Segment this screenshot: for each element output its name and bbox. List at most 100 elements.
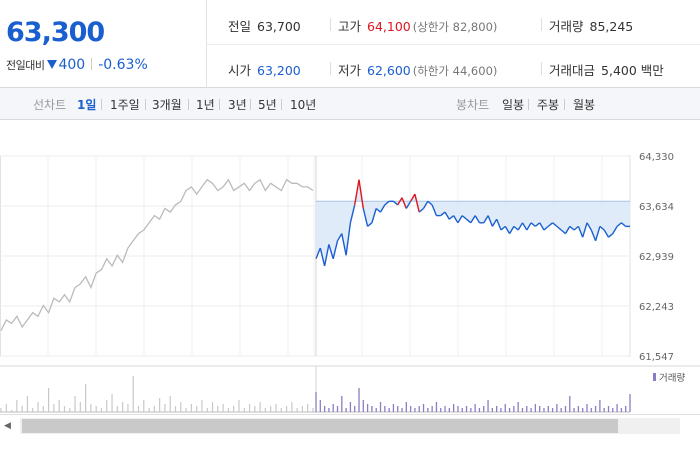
today-line-segment xyxy=(341,233,347,256)
chart-svg: 64,330 63,634 62,939 62,243 61,547 거래량 xyxy=(0,152,700,413)
today-line-segment xyxy=(345,222,352,256)
stat-label: 저가 xyxy=(338,63,362,78)
today-line-segment xyxy=(466,218,472,224)
today-line-segment xyxy=(534,222,541,227)
today-line-segment xyxy=(564,226,571,234)
today-line-segment xyxy=(496,218,502,231)
change-divider xyxy=(91,58,93,70)
stat-divider xyxy=(541,18,542,31)
period-1y-button[interactable]: 1년 xyxy=(196,98,215,112)
y-tick-label: 62,243 xyxy=(639,302,674,313)
today-line-segment xyxy=(422,200,429,209)
today-line-segment xyxy=(384,200,390,206)
today-line-segment xyxy=(594,226,601,242)
scrollbar-thumb[interactable] xyxy=(22,419,618,433)
today-line-segment xyxy=(379,204,386,213)
footer-space xyxy=(0,436,700,450)
stat-amount: 거래대금 5,400 백만 xyxy=(549,60,664,79)
today-line-segment xyxy=(573,225,579,231)
today-line-segment xyxy=(508,226,515,234)
volume-legend-label: 거래량 xyxy=(659,372,685,384)
toolbar-divider xyxy=(564,99,565,110)
today-line-segment xyxy=(457,215,463,224)
down-triangle-icon xyxy=(47,60,58,69)
candle-chart-label: 봉차트 xyxy=(456,98,490,112)
toolbar-divider xyxy=(145,99,146,110)
candle-monthly-button[interactable]: 월봉 xyxy=(573,98,596,112)
today-line-segment xyxy=(358,179,364,209)
arrow-left-icon[interactable]: ◀ xyxy=(4,421,11,431)
intraday-chart: 64,330 63,634 62,939 62,243 61,547 거래량 xyxy=(0,120,700,450)
today-line-segment xyxy=(543,225,549,231)
y-tick-label: 64,330 xyxy=(639,152,674,163)
stat-value: 5,400 백만 xyxy=(601,63,664,78)
today-line-segment xyxy=(354,179,360,206)
prev-day-line xyxy=(0,178,314,331)
stat-value: 62,600 xyxy=(367,63,411,78)
volume-legend-swatch xyxy=(653,373,656,381)
today-line-segment xyxy=(556,225,562,231)
candle-weekly-button[interactable]: 주봉 xyxy=(537,98,560,112)
stat-value: 63,700 xyxy=(257,19,301,34)
today-line-segment xyxy=(332,240,339,259)
period-3y-button[interactable]: 3년 xyxy=(228,98,247,112)
y-tick-label: 63,634 xyxy=(639,202,674,213)
today-line-segment xyxy=(319,247,326,267)
today-line-segment xyxy=(328,244,334,260)
change-percent: -0.63% xyxy=(98,57,148,73)
today-line-segment xyxy=(491,218,498,227)
toolbar-divider xyxy=(250,99,251,110)
toolbar-divider xyxy=(101,99,102,110)
period-1d-button[interactable]: 1일 xyxy=(77,98,97,112)
chart-scrollbar[interactable]: ◀ xyxy=(0,414,700,436)
today-line-segment xyxy=(590,229,597,242)
period-1w-button[interactable]: 1주일 xyxy=(110,98,140,112)
prev-close-band xyxy=(316,179,630,266)
today-line-segment xyxy=(392,200,399,206)
today-line-segment xyxy=(362,208,369,227)
today-line-segment xyxy=(315,247,321,260)
current-price: 63,300 xyxy=(6,17,105,48)
today-line-segment xyxy=(375,207,381,213)
quote-header: 63,300 전일대비 400 -0.63% 전일 63,700 고가 64,100 (상… xyxy=(0,0,700,88)
period-5y-button[interactable]: 5년 xyxy=(258,98,277,112)
stat-label: 고가 xyxy=(338,19,362,34)
today-line-segment xyxy=(371,208,377,224)
period-3m-button[interactable]: 3개월 xyxy=(152,98,182,112)
change-label: 전일대비 xyxy=(6,59,45,72)
today-line-segment xyxy=(539,222,545,231)
line-chart-label: 선차트 xyxy=(33,98,67,112)
today-line-segment xyxy=(586,222,592,231)
today-line-segment xyxy=(612,226,618,234)
toolbar-divider xyxy=(188,99,189,110)
today-line-segment xyxy=(414,193,420,213)
today-line-segment xyxy=(608,233,614,238)
today-line-segment xyxy=(427,200,433,206)
stat-label: 시가 xyxy=(228,63,252,78)
today-line-segment xyxy=(530,222,536,227)
stat-open: 시가 63,200 xyxy=(228,60,301,79)
today-line-segment xyxy=(521,222,528,231)
today-line-segment xyxy=(444,211,450,220)
candle-daily-button[interactable]: 일봉 xyxy=(502,98,525,112)
y-tick-label: 61,547 xyxy=(639,352,674,363)
today-line-segment xyxy=(517,222,524,231)
today-line-segment xyxy=(409,193,416,202)
today-line-segment xyxy=(474,215,481,224)
stat-divider xyxy=(330,62,331,75)
today-line-segment xyxy=(513,225,519,231)
today-line-segment xyxy=(418,207,424,213)
stat-divider xyxy=(541,62,542,75)
price-summary: 63,300 전일대비 400 -0.63% xyxy=(0,0,207,88)
stats-row-divider xyxy=(207,44,700,45)
today-line-segment xyxy=(483,215,489,224)
today-line-segment xyxy=(547,222,554,227)
toolbar-divider xyxy=(281,99,282,110)
today-line-segment xyxy=(526,222,532,231)
toolbar-divider xyxy=(528,99,529,110)
period-10y-button[interactable]: 10년 xyxy=(290,98,317,112)
today-line-segment xyxy=(582,222,588,238)
stat-volume: 거래량 85,245 xyxy=(549,16,633,35)
today-line-segment xyxy=(616,222,622,227)
stat-label: 거래량 xyxy=(549,19,584,34)
